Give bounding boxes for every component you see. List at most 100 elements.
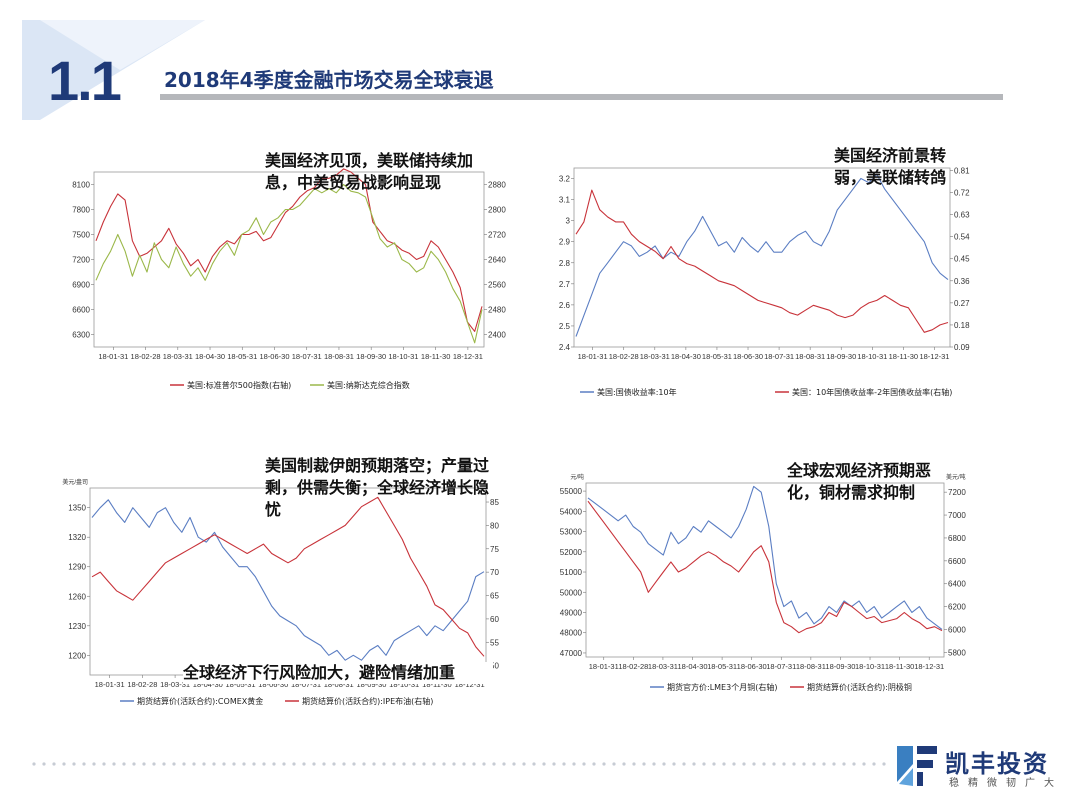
chart1-annotation: 美国经济见顶，美联储持续加息，中美贸易战影响显现 xyxy=(265,151,474,192)
y-left-tick-label: 1260 xyxy=(68,592,86,601)
x-tick-label: 18-03-31 xyxy=(640,352,670,361)
legend-label-1: 美国:标准普尔500指数(右轴) xyxy=(187,380,291,390)
y-right-tick-label: 0.18 xyxy=(954,321,970,330)
x-tick-label: 18-03-31 xyxy=(648,662,678,671)
y-left-unit: 美元/盎司 xyxy=(62,478,88,486)
y-left-tick-label: 7500 xyxy=(72,231,90,240)
y-left-tick-label: 53000 xyxy=(560,528,583,537)
legend-label-1: 期货官方价:LME3个月铜(右轴) xyxy=(667,682,777,692)
x-tick-label: 18-05-31 xyxy=(702,352,732,361)
y-left-tick-label: 3 xyxy=(566,217,571,226)
y-right-tick-label: 6600 xyxy=(948,557,966,566)
y-left-tick-label: 52000 xyxy=(560,548,583,557)
y-left-tick-label: 48000 xyxy=(560,629,583,638)
plot-frame xyxy=(573,167,951,348)
x-tick-label: 18-07-31 xyxy=(292,352,322,361)
y-right-tick-label: 2720 xyxy=(488,231,506,240)
x-tick-label: 18-02-28 xyxy=(609,352,639,361)
y-right-tick-label: 2480 xyxy=(488,306,506,315)
y-right-tick-label: 2400 xyxy=(488,331,506,340)
x-tick-label: 18-08-31 xyxy=(324,680,354,689)
y-right-tick-label: 2800 xyxy=(488,206,506,215)
y-left-tick-label: 50000 xyxy=(560,588,583,597)
series-line-2 xyxy=(575,189,949,333)
y-right-tick-label: 7200 xyxy=(948,488,966,497)
x-tick-label: 18-01-31 xyxy=(95,680,125,689)
x-tick-label: 18-08-31 xyxy=(324,352,354,361)
x-tick-label: 18-07-31 xyxy=(766,662,796,671)
y-left-tick-label: 2.7 xyxy=(559,280,571,289)
x-tick-label: 18-12-31 xyxy=(914,662,944,671)
x-tick-label: 18-11-30 xyxy=(421,352,450,361)
y-right-tick-label: 55 xyxy=(490,638,499,647)
y-right-tick-label: 2880 xyxy=(488,181,506,190)
x-tick-label: 18-12-31 xyxy=(453,352,483,361)
gold-oil-chart: 1200 1230 1260 1290 1320 1350 50 55 60 65 70 75 80 85… xyxy=(60,470,520,715)
company-logo: 凯丰投资 稳精微韧广大 xyxy=(893,742,1068,789)
copper-plot: 47000 48000 49000 50000 51000 52000 53000 54000… xyxy=(560,473,967,692)
y-right-tick-label: 50 xyxy=(490,662,499,671)
company-name: 凯丰投资 xyxy=(945,750,1049,778)
x-tick-label: 18-09-30 xyxy=(356,352,386,361)
treasury-yield-chart: 2.4 2.5 2.6 2.7 2.8 2.9 3 3.1 3.2 0.09 0.18 0.27 0.3… xyxy=(550,150,980,405)
x-tick-label: 18-02-28 xyxy=(618,662,648,671)
y-left-tick-label: 3.2 xyxy=(559,175,571,184)
y-left-tick-label: 47000 xyxy=(560,649,583,658)
y-right-tick-label: 85 xyxy=(490,498,499,507)
x-tick-label: 18-06-30 xyxy=(737,662,767,671)
y-left-tick-label: 6600 xyxy=(72,306,90,315)
legend-label-2: 美国：10年国债收益率-2年国债收益率(右轴) xyxy=(792,387,952,397)
y-left-tick-label: 49000 xyxy=(560,608,583,617)
x-tick-label: 18-10-31 xyxy=(855,662,885,671)
company-tagline: 稳精微韧广大 xyxy=(949,778,1063,789)
treasury-yield-plot: 2.4 2.5 2.6 2.7 2.8 2.9 3 3.1 3.2 0.09 0.18 0.27 0.3… xyxy=(559,166,970,397)
series-line-1 xyxy=(587,485,943,630)
x-tick-label: 18-11-30 xyxy=(889,352,918,361)
y-left-tick-label: 2.9 xyxy=(559,238,571,247)
y-left-tick-label: 7800 xyxy=(72,206,90,215)
x-tick-label: 18-06-30 xyxy=(259,352,289,361)
x-tick-label: 18-10-31 xyxy=(389,680,419,689)
x-tick-label: 18-02-28 xyxy=(127,680,157,689)
x-tick-label: 18-09-30 xyxy=(825,662,855,671)
y-left-tick-label: 1290 xyxy=(68,563,86,572)
x-tick-label: 18-09-30 xyxy=(356,680,386,689)
y-right-tick-label: 0.27 xyxy=(954,299,970,308)
chart3-annotation-bottom: 全球经济下行风险加大，避险情绪加重 xyxy=(183,662,493,684)
x-tick-label: 18-03-31 xyxy=(160,680,190,689)
chart4-annotation: 全球宏观经济预期恶化，铜材需求抑制 xyxy=(787,461,932,502)
kf-logo-icon xyxy=(897,746,937,786)
y-left-tick-label: 2.5 xyxy=(559,322,571,331)
x-tick-label: 18-10-31 xyxy=(388,352,418,361)
x-tick-label: 18-08-31 xyxy=(795,352,825,361)
x-tick-label: 18-01-31 xyxy=(98,352,128,361)
y-right-tick-label: 6200 xyxy=(948,603,966,612)
legend-label-2: 期货结算价(活跃合约):IPE布油(右轴) xyxy=(302,696,433,706)
y-left-tick-label: 2.8 xyxy=(559,259,571,268)
y-right-tick-label: 75 xyxy=(490,545,499,554)
y-left-tick-label: 2.6 xyxy=(559,301,571,310)
y-left-tick-label: 1350 xyxy=(68,504,86,513)
y-left-tick-label: 55000 xyxy=(560,487,583,496)
y-left-tick-label: 3.1 xyxy=(559,196,571,205)
y-right-tick-label: 0.09 xyxy=(954,343,970,352)
page-title: 2018年4季度金融市场交易全球衰退 xyxy=(164,68,494,92)
header-corner-decoration xyxy=(22,20,205,120)
x-tick-label: 18-04-30 xyxy=(193,680,223,689)
series-line-1 xyxy=(91,499,485,661)
y-left-tick-label: 2.4 xyxy=(559,343,571,352)
y-left-tick-label: 1320 xyxy=(68,533,86,542)
y-left-unit: 元/吨 xyxy=(570,473,584,481)
y-right-tick-label: 5800 xyxy=(948,648,966,657)
y-left-tick-label: 54000 xyxy=(560,507,583,516)
legend-label-2: 期货结算价(活跃合约):阴极铜 xyxy=(807,682,912,692)
x-tick-label: 18-07-31 xyxy=(291,680,321,689)
y-left-tick-label: 1200 xyxy=(68,651,86,660)
y-left-tick-label: 7200 xyxy=(72,256,90,265)
x-tick-label: 18-11-30 xyxy=(885,662,914,671)
y-right-tick-label: 65 xyxy=(490,592,499,601)
footer-dot-divider xyxy=(32,762,886,766)
chart3-annotation: 美国制裁伊朗预期落空；产量过剩，供需失衡；全球经济增长隐忧 xyxy=(265,456,490,519)
x-tick-label: 18-01-31 xyxy=(589,662,619,671)
series-line-2 xyxy=(91,496,485,657)
